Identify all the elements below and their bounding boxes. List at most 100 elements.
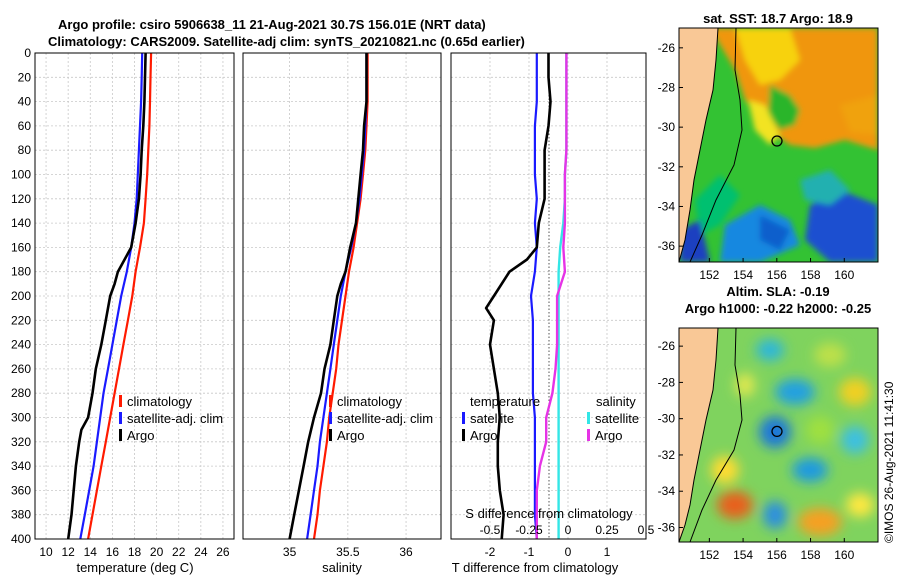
s-tick-label: 0.25 <box>595 523 619 537</box>
salinity-lines <box>288 53 369 539</box>
x-tick-label: 0 <box>565 545 572 559</box>
x-tick-label: 12 <box>61 545 75 559</box>
legend-t-argo: Argo <box>470 428 497 443</box>
salinity-tick-labels: 35 35.5 36 <box>283 545 413 559</box>
temperature-axes-box <box>34 52 235 540</box>
legend-argo: Argo <box>127 428 154 443</box>
salinity-grid <box>243 52 441 540</box>
y-tick-label: 340 <box>11 459 31 473</box>
x-tick-label: 20 <box>150 545 164 559</box>
y-tick-label: 180 <box>11 265 31 279</box>
map-y-tick-label: -28 <box>658 375 676 389</box>
temperature-tick-labels: 10 12 14 16 18 20 22 24 26 <box>39 545 230 559</box>
x-tick-label: 26 <box>216 545 230 559</box>
sla-map-title2: Argo h1000: -0.22 h2000: -0.25 <box>685 301 871 316</box>
y-tick-label: 380 <box>11 508 31 522</box>
sla-map-title1: Altim. SLA: -0.19 <box>726 284 829 299</box>
sst-map-image <box>679 28 878 262</box>
legend-swatch-argo <box>329 429 332 441</box>
map-y-tick-label: -26 <box>658 339 676 353</box>
difference-tick-labels: -2 -1 0 1 <box>485 545 611 559</box>
map-x-tick-label: 158 <box>801 268 821 282</box>
y-tick-label: 140 <box>11 216 31 230</box>
y-tick-label: 60 <box>18 119 32 133</box>
s-difference-tick-labels: -0.5 -0.25 0 0.25 0.5 <box>480 523 655 537</box>
map-x-tick-label: 154 <box>733 268 753 282</box>
x-tick-label: 35.5 <box>336 545 360 559</box>
legend-s-satellite: satellite <box>595 411 639 426</box>
sst-map-tick-labels: 152 154 156 158 160 -26 -28 -30 -32 -34 -36 <box>658 41 855 282</box>
salinity-axes-box <box>242 52 442 540</box>
y-tick-label: 40 <box>18 95 32 109</box>
x-tick-label: 24 <box>194 545 208 559</box>
y-tick-label: 80 <box>18 143 32 157</box>
series-line-satellite-adj-clim <box>79 53 144 539</box>
map-x-tick-label: 160 <box>834 548 854 562</box>
map-y-tick-label: -32 <box>658 160 676 174</box>
legend-swatch-satellite <box>329 412 332 424</box>
sla-map-tick-labels: 152 154 156 158 160 -26 -28 -30 -32 -34 -36 <box>658 339 855 562</box>
legend-climatology: climatology <box>337 394 403 409</box>
s-tick-label: 0 <box>565 523 572 537</box>
y-tick-label: 0 <box>24 46 31 60</box>
y-tick-label: 120 <box>11 192 31 206</box>
title-line1: Argo profile: csiro 5906638_11 21-Aug-20… <box>58 17 486 32</box>
legend-s-argo: Argo <box>595 428 622 443</box>
series-line-temperature-satellite <box>529 53 538 539</box>
argo-position-marker <box>771 425 783 438</box>
s-tick-label: 0.5 <box>638 523 655 537</box>
salinity-panel: 35 35.5 36 salinity climatology satellite-… <box>242 52 442 575</box>
map-y-tick-label: -32 <box>658 448 676 462</box>
x-tick-label: 16 <box>106 545 120 559</box>
sst-map-frame <box>678 27 879 263</box>
x-tick-label: 10 <box>39 545 53 559</box>
map-y-tick-label: -36 <box>658 239 676 253</box>
depth-tick-labels: 0 20 40 60 80 100 120 140 160 180 200 220 240 260 280 3… <box>11 46 31 546</box>
timestamp: ©IMOS 26-Aug-2021 11:41:30 <box>882 381 896 543</box>
map-x-tick-label: 160 <box>834 268 854 282</box>
legend-satellite-adj: satellite-adj. clim <box>337 411 433 426</box>
map-x-tick-label: 154 <box>733 548 753 562</box>
legend-swatch-s-satellite <box>587 412 590 424</box>
x-tick-label: 1 <box>604 545 611 559</box>
series-line-climatology <box>312 53 369 539</box>
temperature-panel: 0 20 40 60 80 100 120 140 160 180 200 220 240 260 280 3… <box>11 46 235 575</box>
x-tick-label: 18 <box>128 545 142 559</box>
argo-position-marker <box>771 135 783 147</box>
sst-map-title: sat. SST: 18.7 Argo: 18.9 <box>703 11 853 26</box>
legend-swatch-t-satellite <box>462 412 465 424</box>
legend-t-satellite: satellite <box>470 411 514 426</box>
y-tick-label: 400 <box>11 532 31 546</box>
x-tick-label: 14 <box>84 545 98 559</box>
difference-axes-box <box>450 52 647 540</box>
y-tick-label: 20 <box>18 70 32 84</box>
s-difference-label: S difference from climatology <box>465 506 633 521</box>
map-x-tick-label: 156 <box>767 268 787 282</box>
sst-map: sat. SST: 18.7 Argo: 18.9 152 154 156 <box>658 11 879 282</box>
y-tick-label: 320 <box>11 435 31 449</box>
salinity-legend: climatology satellite-adj. clim Argo <box>329 394 433 443</box>
map-y-tick-label: -26 <box>658 41 676 55</box>
y-tick-label: 160 <box>11 240 31 254</box>
legend-climatology: climatology <box>127 394 193 409</box>
map-x-tick-label: 158 <box>801 548 821 562</box>
map-y-tick-label: -30 <box>658 120 676 134</box>
title-line2: Climatology: CARS2009. Satellite-adj cli… <box>48 34 525 49</box>
legend-salinity-title: salinity <box>596 394 636 409</box>
x-tick-label: -2 <box>485 545 496 559</box>
temperature-legend: climatology satellite-adj. clim Argo <box>119 394 223 443</box>
difference-xlabel: T difference from climatology <box>452 560 619 575</box>
salinity-xlabel: salinity <box>322 560 362 575</box>
map-x-tick-label: 156 <box>767 548 787 562</box>
sla-map-frame <box>678 327 879 543</box>
series-line-argo <box>66 53 147 539</box>
map-y-tick-label: -30 <box>658 412 676 426</box>
legend-swatch-satellite <box>119 412 122 424</box>
y-tick-label: 240 <box>11 338 31 352</box>
legend-argo: Argo <box>337 428 364 443</box>
s-tick-label: -0.5 <box>480 523 501 537</box>
map-y-tick-label: -28 <box>658 80 676 94</box>
map-x-tick-label: 152 <box>699 548 719 562</box>
difference-legend: temperature satellite Argo salinity sate… <box>462 394 639 443</box>
